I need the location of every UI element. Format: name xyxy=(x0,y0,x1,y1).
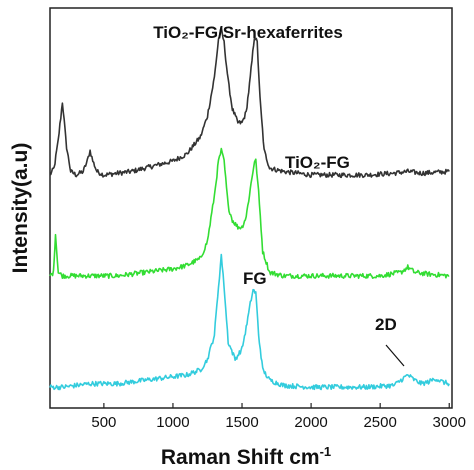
annotation-2d-arrow xyxy=(385,344,405,367)
x-tick-label: 1500 xyxy=(225,414,258,431)
x-axis-title-sup: -1 xyxy=(320,444,332,459)
series-layer xyxy=(49,25,450,391)
x-tick-label: 2500 xyxy=(363,414,396,431)
x-tick-label: 2000 xyxy=(294,414,327,431)
annotation-2d-label: 2D xyxy=(375,315,397,334)
series-label-top: TiO₂-FG/Sr-hexaferrites xyxy=(153,23,343,42)
x-tick-label: 3000 xyxy=(433,414,466,431)
plot-frame xyxy=(49,7,453,409)
series-line-0 xyxy=(49,25,450,179)
x-tick-label: 1000 xyxy=(156,414,189,431)
series-label-bottom: FG xyxy=(243,269,267,288)
x-axis-ticks: 500 1000 1500 2000 2500 3000 xyxy=(91,403,466,431)
x-axis-title-main: Raman Shift cm xyxy=(161,446,320,469)
series-line-2 xyxy=(49,253,450,391)
series-line-1 xyxy=(49,147,450,280)
x-axis-title: Raman Shift cm-1 xyxy=(161,444,331,469)
y-axis-title: Intensity(a.u) xyxy=(9,143,32,274)
x-tick-label: 500 xyxy=(91,414,116,431)
series-label-mid: TiO₂-FG xyxy=(285,153,350,172)
